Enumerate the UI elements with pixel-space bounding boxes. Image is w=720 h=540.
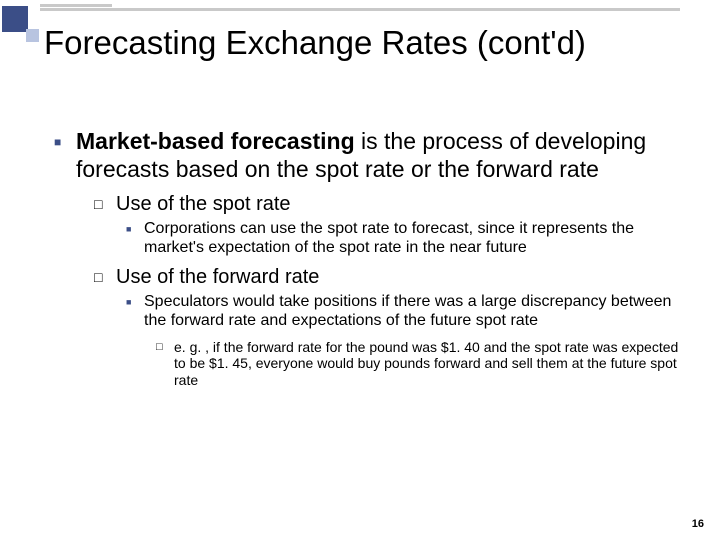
bullet-level3-spot-detail: ■ Corporations can use the spot rate to … [126,220,684,258]
slide-title: Forecasting Exchange Rates (cont'd) [44,24,684,62]
forward-heading: Use of the forward rate [116,266,319,289]
decor-bar-bottom [40,8,680,11]
bullet-level2-spot: □ Use of the spot rate [94,193,684,216]
hollow-square-bullet-icon: □ [94,266,116,289]
hollow-square-bullet-icon: □ [156,339,174,389]
hollow-square-bullet-icon: □ [94,193,116,216]
square-bullet-icon: ■ [54,128,76,183]
square-bullet-icon: ■ [126,220,144,258]
slide-body: ■ Market-based forecasting is the proces… [54,128,684,389]
decor-square-large [2,6,28,32]
bullet-level3-forward-detail: ■ Speculators would take positions if th… [126,293,684,331]
bullet-level4-example: □ e. g. , if the forward rate for the po… [156,339,684,389]
spot-heading: Use of the spot rate [116,193,291,216]
forward-detail: Speculators would take positions if ther… [144,293,684,331]
page-number: 16 [692,518,704,530]
square-bullet-icon: ■ [126,293,144,331]
decor-bar-top [40,4,112,7]
bullet-level1: ■ Market-based forecasting is the proces… [54,128,684,183]
level1-text: Market-based forecasting is the process … [76,128,684,183]
bullet-level2-forward: □ Use of the forward rate [94,266,684,289]
level1-bold: Market-based forecasting [76,128,355,154]
slide: Forecasting Exchange Rates (cont'd) ■ Ma… [0,0,720,540]
spot-detail: Corporations can use the spot rate to fo… [144,220,684,258]
decor-square-small [26,29,39,42]
forward-example: e. g. , if the forward rate for the poun… [174,339,684,389]
